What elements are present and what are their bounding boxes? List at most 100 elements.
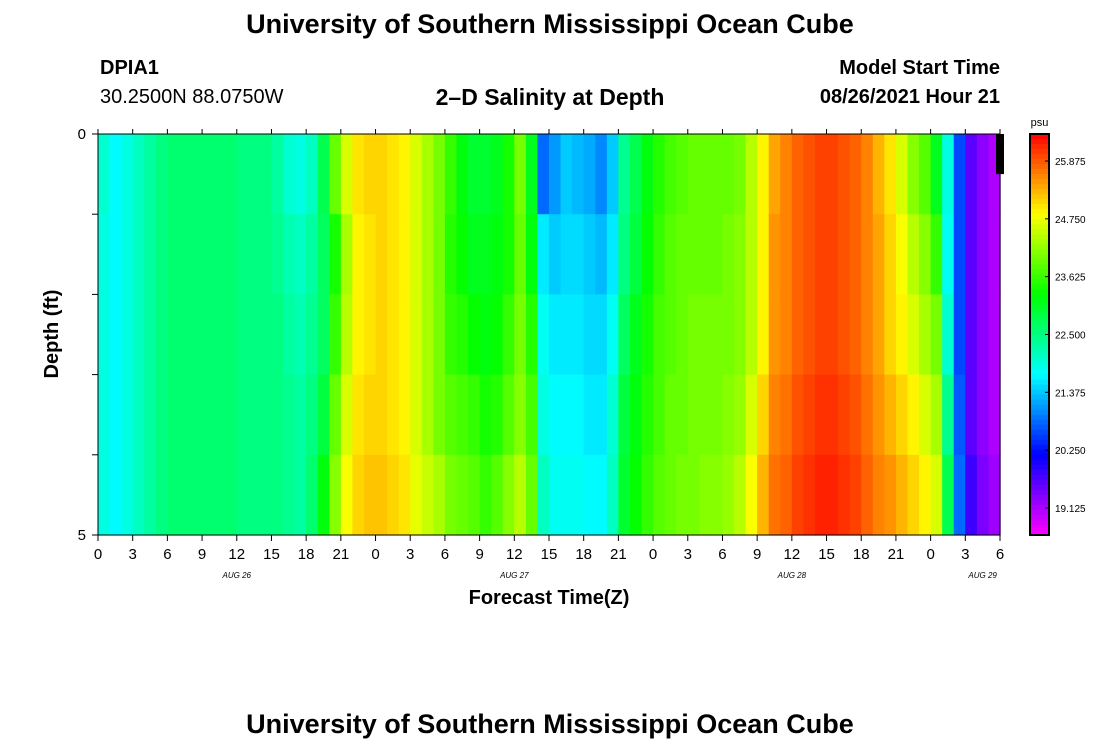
heatmap-cell [398,294,411,376]
colorbar-swatch [1030,189,1049,195]
x-tick-label: 18 [298,546,315,563]
heatmap-cell [780,374,793,456]
colorbar-swatch [1030,459,1049,466]
heatmap-cell [919,454,932,536]
heatmap-cell [791,294,805,376]
heatmap-cell [560,294,573,376]
heatmap-cell [294,294,307,376]
heatmap-cell [734,454,747,536]
heatmap-cell [757,374,770,456]
x-tick-label: 15 [818,546,835,563]
heatmap-cell [178,294,192,376]
heatmap-cell [699,294,712,376]
heatmap-cell [618,134,631,215]
x-tick-label: 6 [441,546,449,563]
heatmap-cell [468,454,481,536]
heatmap-cell [930,294,943,376]
heatmap-cell [872,454,885,536]
x-tick-label: 0 [926,546,934,563]
heatmap-cell [919,374,932,456]
heatmap-cell [213,374,226,456]
heatmap-cell [653,294,666,376]
x-tick-label: 3 [406,546,414,563]
heatmap-cell [549,214,562,295]
heatmap-cell [976,454,990,536]
heatmap-cells [98,134,1001,536]
colorbar-swatch [1030,334,1049,341]
heatmap-cell [560,374,573,456]
heatmap-cell [826,214,839,295]
colorbar-swatch [1030,464,1049,471]
heatmap-cell [456,214,469,295]
heatmap-cell [283,454,296,536]
heatmap-cell [583,134,596,215]
heatmap-cell [271,214,284,295]
colorbar-swatch [1030,279,1049,285]
heatmap-cell [502,294,515,376]
heatmap-cell [190,134,203,215]
colorbar-swatch [1030,204,1049,210]
heatmap-cell [768,294,781,376]
heatmap-cell [444,374,458,456]
heatmap-cell [213,134,226,215]
x-tick-label: 0 [371,546,379,563]
heatmap-cell [109,214,122,295]
heatmap-cell [872,214,885,295]
heatmap-cell [236,374,249,456]
heatmap-cell [213,454,226,536]
heatmap-cell [942,214,955,295]
heatmap-cell [849,454,862,536]
heatmap-cell [306,214,319,295]
colorbar-tick-label: 19.125 [1055,504,1086,515]
heatmap-cell [202,294,215,376]
y-axis-ticks: 05 [78,126,98,544]
heatmap-cell [699,134,712,215]
heatmap-cell [930,214,943,295]
colorbar-swatch [1030,294,1049,301]
heatmap-cell [202,134,215,215]
heatmap-cell [525,374,539,456]
heatmap-cell [803,294,816,376]
heatmap-cell [213,214,226,295]
heatmap-cell [791,374,805,456]
heatmap-cell [375,454,388,536]
heatmap-cell [387,214,400,295]
heatmap-cell [525,454,539,536]
colorbar-swatch [1030,329,1049,336]
heatmap-cell [629,374,643,456]
colorbar-swatch [1030,529,1049,536]
heatmap-cell [549,454,562,536]
heatmap-cell [190,294,203,376]
heatmap-cell [595,374,608,456]
heatmap-cell [225,454,238,536]
heatmap-cell [595,134,608,215]
x-tick-label: 12 [784,546,801,563]
date-label: AUG 29 [967,571,997,580]
heatmap-cell [502,454,515,536]
colorbar-swatch [1030,214,1049,220]
heatmap-cell [98,134,111,215]
colorbar-swatch [1030,384,1049,391]
colorbar-swatch [1030,154,1049,160]
colorbar-swatch [1030,404,1049,411]
colorbar-swatch [1030,519,1049,526]
current-time-marker [996,134,1004,175]
heatmap-cell [757,454,770,536]
heatmap-cell [803,134,816,215]
heatmap-cell [190,214,203,295]
date-label: AUG 27 [499,571,529,580]
heatmap-cell [861,214,874,295]
heatmap-cell [849,374,862,456]
heatmap-cell [363,214,377,295]
heatmap-cell [340,454,354,536]
heatmap-cell [745,454,758,536]
heatmap-cell [884,374,897,456]
heatmap-cell [641,294,654,376]
colorbar-tick-label: 22.500 [1055,331,1086,342]
heatmap-cell [653,374,666,456]
x-tick-label: 21 [610,546,627,563]
heatmap-cell [849,134,862,215]
heatmap-cell [780,454,793,536]
heatmap-cell [444,294,458,376]
heatmap-cell [178,454,192,536]
